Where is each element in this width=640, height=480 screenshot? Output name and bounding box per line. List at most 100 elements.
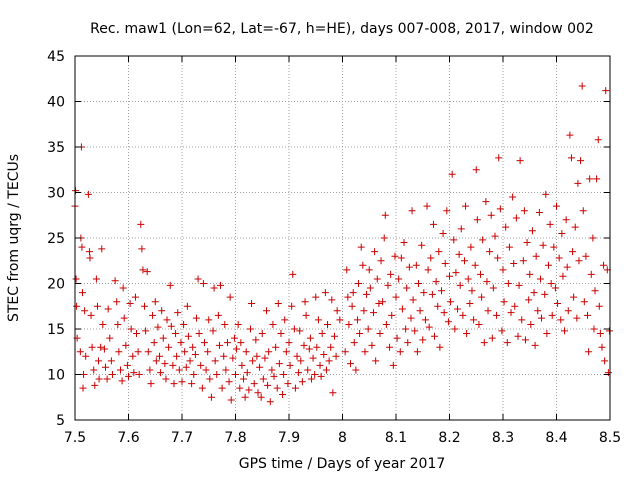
data-point [191, 350, 199, 358]
y-tick-label: 25 [47, 231, 65, 247]
data-point [557, 316, 565, 324]
data-point [133, 330, 141, 338]
data-point [345, 320, 353, 328]
data-point [175, 366, 183, 374]
data-point [192, 314, 200, 322]
data-point [162, 375, 170, 383]
data-point [590, 325, 598, 333]
data-point [450, 236, 458, 244]
data-point [138, 245, 146, 253]
data-point [82, 352, 90, 360]
data-point [536, 275, 544, 283]
data-point [273, 384, 281, 392]
data-point [325, 357, 333, 365]
data-point [281, 316, 289, 324]
data-point [502, 223, 510, 231]
data-point [528, 227, 536, 235]
data-point [584, 311, 592, 319]
data-point [332, 352, 340, 360]
data-point [578, 82, 586, 90]
data-point [76, 348, 84, 356]
data-point [601, 357, 609, 365]
data-point [134, 348, 142, 356]
data-point [116, 366, 124, 374]
data-point [141, 302, 149, 310]
data-point [527, 320, 535, 328]
data-point [95, 375, 103, 383]
data-point [188, 380, 196, 388]
data-point [523, 239, 531, 247]
data-point [520, 207, 528, 215]
data-point [454, 305, 462, 313]
data-point [535, 209, 543, 217]
data-point [125, 372, 132, 380]
data-point [472, 166, 480, 174]
data-point [498, 327, 506, 335]
data-point [123, 361, 131, 369]
data-point [205, 316, 213, 324]
data-point [448, 170, 456, 178]
data-point [598, 343, 606, 351]
data-point [443, 207, 451, 215]
data-point [437, 287, 445, 295]
data-point [487, 211, 495, 219]
data-point [439, 229, 447, 237]
data-point [97, 343, 105, 351]
data-point [558, 229, 566, 237]
data-point [198, 384, 206, 392]
data-point [213, 371, 221, 378]
data-point [459, 311, 467, 319]
data-point [365, 266, 373, 274]
data-point [156, 352, 164, 360]
x-tick-label: 8.5 [599, 430, 621, 446]
data-point [441, 259, 449, 267]
data-point [197, 361, 205, 369]
data-point [554, 300, 562, 308]
data-point [237, 339, 245, 347]
data-point [241, 393, 249, 401]
x-tick-label: 8.4 [545, 430, 567, 446]
data-point [509, 193, 517, 201]
data-point [330, 332, 338, 340]
data-point [582, 252, 590, 260]
data-point [242, 348, 250, 356]
data-point [452, 269, 460, 277]
data-point [297, 357, 305, 365]
data-point [73, 302, 81, 310]
data-point [285, 339, 293, 347]
data-point [586, 175, 594, 183]
data-point [159, 334, 167, 342]
data-point [541, 290, 549, 298]
data-point [165, 343, 173, 351]
data-point [178, 378, 186, 386]
data-point [425, 323, 433, 331]
data-point [420, 289, 428, 297]
data-point [318, 330, 326, 338]
data-point [491, 232, 499, 240]
x-tick-label: 8.2 [438, 430, 460, 446]
data-point [254, 389, 262, 397]
data-point [462, 202, 470, 210]
data-point [91, 381, 99, 389]
data-point [246, 325, 254, 333]
data-point [473, 216, 481, 224]
data-point [293, 352, 301, 360]
data-point [444, 318, 452, 326]
data-point [157, 369, 165, 377]
data-point [257, 393, 265, 401]
data-point [493, 311, 501, 319]
data-point [396, 348, 404, 356]
data-point [464, 275, 472, 283]
data-point [539, 241, 547, 249]
data-point [151, 298, 159, 306]
data-point [505, 243, 513, 251]
data-point [290, 325, 298, 333]
data-point [372, 357, 380, 365]
data-point [79, 384, 87, 392]
data-point [314, 316, 322, 324]
y-tick-label: 5 [56, 413, 65, 429]
data-point [252, 336, 260, 344]
data-point [289, 270, 297, 278]
data-point [403, 284, 411, 292]
data-point [566, 131, 574, 139]
